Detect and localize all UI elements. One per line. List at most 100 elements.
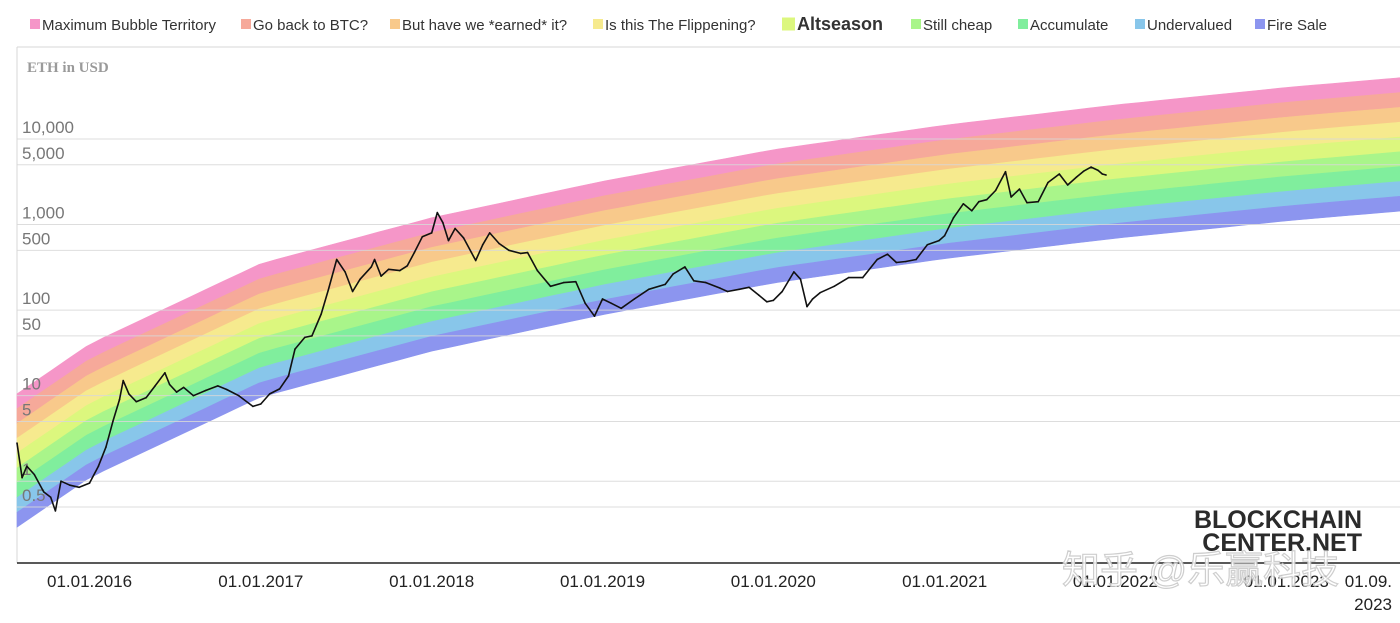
price-point-45	[380, 275, 382, 277]
price-point-8	[69, 484, 71, 487]
legend-label-5: Still cheap	[923, 17, 992, 34]
band-8	[16, 195, 1400, 528]
price-point-103	[943, 234, 946, 237]
price-point-97	[886, 253, 889, 255]
price-point-84	[758, 294, 760, 296]
price-point-107	[978, 200, 980, 203]
price-point-104	[952, 217, 955, 219]
x-tick-label-1: 01.01.2017	[218, 572, 303, 591]
price-point-31	[268, 393, 271, 395]
y-axis-tick-labels: 10,000 5,000 1,000 500 100 50 10 5 1 0.5	[22, 118, 74, 505]
price-point-94	[847, 276, 850, 279]
y-tick-label-3: 500	[22, 229, 50, 248]
legend-swatch-8	[1255, 19, 1265, 29]
price-point-82	[738, 288, 740, 291]
price-point-35	[304, 336, 306, 339]
rainbow-bands	[16, 77, 1400, 528]
legend-label-1: Go back to BTC?	[253, 17, 368, 34]
price-point-96	[876, 258, 878, 261]
price-point-123	[1105, 174, 1107, 176]
chart-title: ETH in USD	[27, 60, 109, 76]
legend-swatch-3	[593, 19, 603, 29]
price-point-30	[260, 403, 262, 405]
legend: Maximum Bubble Territory Go back to BTC? B…	[30, 14, 1327, 34]
price-point-65	[549, 285, 552, 288]
zhihu-watermark: 知乎 @乐赢科技	[1062, 550, 1339, 592]
legend-swatch-4	[782, 17, 795, 31]
legend-swatch-5	[911, 19, 921, 29]
y-tick-label-2: 1,000	[22, 204, 65, 223]
price-point-120	[1090, 166, 1092, 168]
price-point-119	[1082, 170, 1085, 172]
price-point-87	[781, 290, 783, 293]
x-tick-label-5: 01.01.2021	[902, 572, 987, 591]
price-point-57	[474, 259, 477, 262]
legend-label-2: But have we *earned* it?	[402, 17, 567, 34]
price-point-1	[21, 476, 23, 479]
x-tick-label-8-line2: 2023	[1354, 595, 1392, 614]
price-point-26	[217, 385, 219, 387]
price-point-10	[88, 482, 91, 484]
price-point-122	[1101, 173, 1104, 175]
price-point-20	[164, 372, 166, 374]
price-line-0	[16, 166, 1107, 512]
price-point-81	[726, 290, 729, 293]
price-point-13	[112, 420, 114, 423]
price-point-68	[584, 302, 586, 305]
price-point-79	[705, 281, 707, 284]
price-point-73	[633, 298, 636, 300]
price-point-51	[430, 232, 433, 234]
price-point-38	[327, 289, 330, 292]
price-point-19	[154, 385, 156, 387]
price-point-116	[1058, 173, 1061, 175]
price-point-71	[610, 302, 613, 305]
legend-swatch-1	[241, 19, 251, 29]
x-tick-label-7: 01.01.2023	[1244, 572, 1329, 591]
y-tick-label-4: 100	[22, 289, 50, 308]
x-tick-label-8: 01.09.	[1345, 572, 1392, 591]
price-point-64	[536, 269, 539, 272]
price-point-42	[359, 278, 361, 281]
price-point-106	[971, 210, 973, 212]
price-point-101	[926, 244, 929, 246]
price-point-121	[1097, 169, 1099, 172]
x-axis-tick-labels: 01.01.2016 01.01.2017 01.01.2018 01.01.2019…	[47, 572, 1392, 614]
price-point-108	[985, 198, 988, 201]
price-point-92	[819, 291, 821, 294]
price-point-102	[938, 239, 940, 242]
price-point-69	[593, 315, 596, 318]
price-point-86	[772, 299, 775, 302]
price-point-95	[861, 276, 864, 279]
price-point-115	[1047, 181, 1049, 184]
legend-label-3: Is this The Flippening?	[605, 17, 756, 34]
price-point-72	[620, 307, 622, 310]
price-point-28	[238, 394, 240, 397]
price-point-11	[97, 465, 100, 468]
price-point-111	[1010, 196, 1012, 198]
price-point-16	[128, 393, 130, 395]
price-point-105	[962, 203, 965, 205]
price-point-76	[672, 273, 674, 275]
legend-label-0: Maximum Bubble Territory	[42, 17, 216, 34]
price-point-5	[49, 496, 52, 499]
price-point-14	[118, 398, 121, 401]
price-point-9	[78, 486, 80, 489]
price-point-6	[54, 510, 57, 512]
price-point-3	[33, 473, 36, 476]
price-point-66	[562, 281, 565, 284]
y-tick-label-6: 10	[22, 375, 41, 394]
x-tick-label-4: 01.01.2020	[731, 572, 816, 591]
price-point-59	[488, 232, 491, 234]
price-point-48	[406, 265, 409, 267]
price-point-53	[442, 221, 444, 224]
price-point-88	[793, 271, 795, 273]
price-point-21	[168, 383, 171, 386]
price-point-15	[122, 379, 124, 382]
price-point-37	[320, 313, 323, 315]
price-point-77	[684, 266, 686, 268]
price-point-4	[42, 491, 45, 493]
price-point-89	[799, 278, 802, 281]
legend-swatch-0	[30, 19, 40, 29]
